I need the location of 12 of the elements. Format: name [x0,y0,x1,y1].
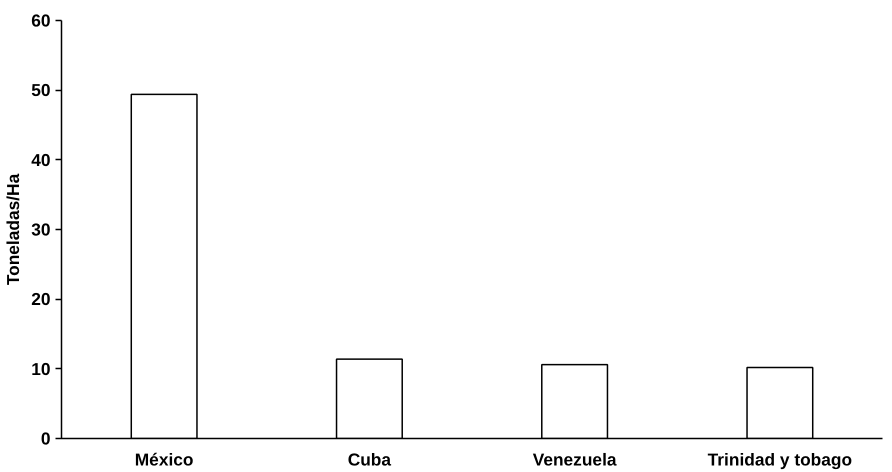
y-tick-label: 0 [40,428,51,448]
x-tick-label: Venezuela [532,450,617,470]
y-tick-label: 60 [31,10,51,30]
y-tick-label: 40 [31,150,51,170]
y-tick-label: 10 [31,358,51,379]
y-axis-title: Toneladas/Ha [3,173,24,286]
y-tick-label: 30 [31,220,51,240]
x-tick-label: México [134,450,194,470]
x-tick-label: Cuba [348,450,392,470]
x-tick-label: Trinidad y tobago [708,450,852,470]
y-tick-label: 50 [31,80,51,100]
y-tick-label: 20 [31,289,51,310]
